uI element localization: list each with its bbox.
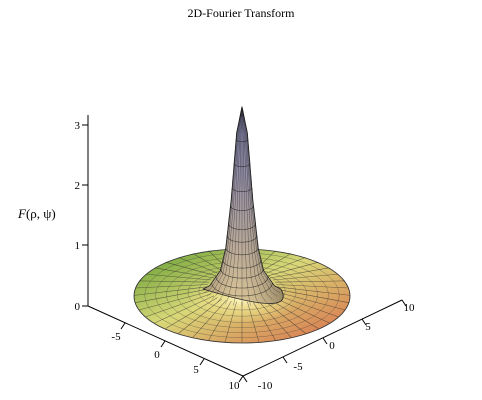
plot-axes: 0 1 2 3 F(ρ, ψ) -5 0 5 10 -10 -5 0 5 10 xyxy=(17,115,415,392)
surface-peak-meridian xyxy=(211,106,243,300)
surface-radial-line xyxy=(269,267,330,279)
x-tick-label: 10 xyxy=(229,380,241,392)
surface-peak-meridian xyxy=(241,106,273,300)
z-tick-label: 0 xyxy=(75,301,81,313)
surface-peak-meridian xyxy=(241,106,281,293)
surface-radial-line xyxy=(133,286,208,296)
surface-radial-line xyxy=(247,301,260,342)
surface-radial-line xyxy=(266,261,319,277)
surface-radial-line xyxy=(145,293,212,317)
surface-peak-meridian xyxy=(217,106,243,303)
y-tick xyxy=(282,356,288,364)
surface-ring xyxy=(166,261,318,328)
x-tick xyxy=(120,322,126,330)
surface-radial-line xyxy=(276,286,351,296)
surface-ring xyxy=(144,252,340,338)
surface-radial-line xyxy=(272,293,339,317)
surface-peak-meridian xyxy=(241,106,251,306)
z-tick-label: 1 xyxy=(75,240,81,252)
surface-radial-line xyxy=(139,280,210,283)
surface-peak-shading xyxy=(203,106,284,304)
x-tick-label: 0 xyxy=(154,349,160,361)
surface-radial-line xyxy=(274,291,345,311)
y-tick-label: 0 xyxy=(329,340,335,352)
surface-radial-line xyxy=(252,300,276,341)
surface-radial-line xyxy=(224,301,237,342)
surface-radial-line xyxy=(208,300,232,341)
surface-radial-line xyxy=(262,298,306,334)
surface-radial-line xyxy=(257,300,292,338)
y-tick-label: 5 xyxy=(365,321,371,333)
y-tick-label: -10 xyxy=(258,380,273,392)
surface-peak-meridian xyxy=(224,106,243,305)
surface-radial-line xyxy=(274,280,345,283)
y-tick-label: -5 xyxy=(293,361,303,373)
surface-radial-line xyxy=(272,273,339,281)
x-axis xyxy=(87,305,244,377)
y-tick xyxy=(242,375,248,383)
surface-peak-meridian xyxy=(241,106,260,305)
surface-radial-line xyxy=(135,288,208,303)
y-tick xyxy=(361,318,367,326)
y-axis xyxy=(242,299,403,377)
surface-radial-line xyxy=(178,298,222,334)
surface-peak-meridian xyxy=(241,106,278,297)
surface-peak-meridian xyxy=(206,106,243,297)
x-tick xyxy=(160,340,166,348)
surface-radial-line xyxy=(178,257,222,275)
surface-radial-line xyxy=(154,267,215,279)
surface-radial-line xyxy=(145,273,212,281)
surface-peak-meridian xyxy=(202,106,243,290)
surface-radial-line xyxy=(139,291,210,311)
surface-mesh xyxy=(133,106,351,344)
x-tick-label: -5 xyxy=(111,331,121,343)
z-axis-label-func: F xyxy=(17,206,27,221)
y-tick xyxy=(401,299,407,307)
x-tick xyxy=(199,358,205,366)
surface-radial-line xyxy=(276,288,349,303)
z-axis-label-args: (ρ, ψ) xyxy=(26,206,56,221)
surface-peak-meridian xyxy=(233,106,243,306)
y-tick-label: 10 xyxy=(404,302,416,314)
surface-ring xyxy=(155,257,329,333)
z-tick-label: 2 xyxy=(75,180,81,192)
z-tick-label: 3 xyxy=(75,120,81,132)
surface-radial-line xyxy=(165,261,218,277)
z-axis-label: F(ρ, ψ) xyxy=(17,206,56,221)
chart-title: 2D-Fourier Transform xyxy=(188,6,296,20)
y-tick xyxy=(322,337,328,345)
surface-radial-line xyxy=(135,284,208,289)
surface-radial-line xyxy=(154,295,215,324)
surface-radial-line xyxy=(165,297,218,329)
surface-radial-line xyxy=(192,300,227,338)
x-tick xyxy=(238,375,244,383)
x-tick-label: 5 xyxy=(193,364,199,376)
surface-radial-line xyxy=(276,284,349,289)
surface-radial-line xyxy=(262,257,306,275)
surface-peak-meridian xyxy=(241,106,267,303)
